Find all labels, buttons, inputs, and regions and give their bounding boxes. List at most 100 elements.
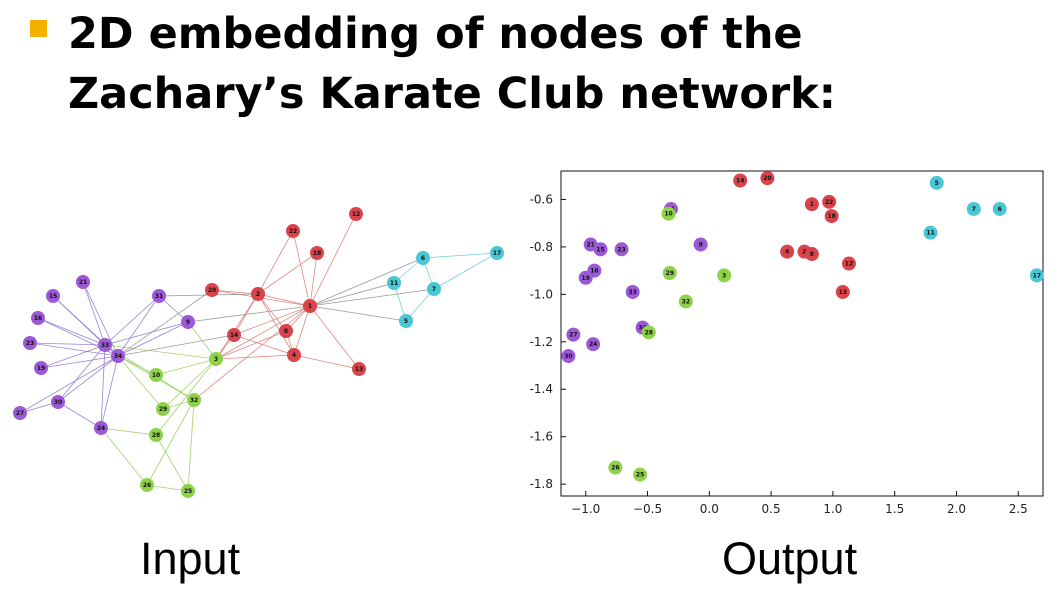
network-node-7 bbox=[427, 282, 441, 296]
network-edge bbox=[309, 288, 435, 307]
scatter-point-7 bbox=[966, 201, 981, 216]
scatter-point-label: 15 bbox=[596, 246, 604, 253]
scatter-point-20 bbox=[760, 171, 775, 186]
y-tick-label: -1.8 bbox=[530, 477, 553, 491]
scatter-point-label: 7 bbox=[972, 206, 976, 213]
network-node-label: 20 bbox=[208, 287, 216, 294]
network-node-29 bbox=[156, 402, 170, 416]
network-edge bbox=[422, 252, 498, 259]
network-edge bbox=[104, 321, 189, 346]
network-edge bbox=[19, 355, 119, 414]
output-label: Output bbox=[722, 533, 858, 584]
scatter-point-label: 25 bbox=[636, 472, 644, 479]
network-node-label: 17 bbox=[493, 250, 501, 257]
network-edge bbox=[100, 427, 157, 436]
network-edge bbox=[155, 434, 189, 492]
network-edge bbox=[257, 293, 287, 332]
network-node-30 bbox=[51, 395, 65, 409]
network-edge bbox=[233, 293, 259, 336]
scatter-point-29 bbox=[662, 266, 677, 281]
scatter-point-label: 17 bbox=[1033, 272, 1041, 279]
network-edge bbox=[29, 342, 106, 346]
network-node-5 bbox=[399, 314, 413, 328]
network-node-label: 2 bbox=[256, 291, 260, 298]
network-edge bbox=[117, 295, 160, 357]
scatter-point-label: 23 bbox=[617, 246, 625, 253]
network-edge bbox=[57, 401, 102, 429]
network-node-label: 33 bbox=[101, 342, 109, 349]
network-edge bbox=[193, 305, 311, 401]
network-edge bbox=[309, 305, 360, 370]
x-tick-label: 2.5 bbox=[1009, 502, 1028, 516]
scatter-point-label: 34 bbox=[638, 325, 646, 332]
network-edge bbox=[117, 355, 164, 410]
network-node-label: 11 bbox=[390, 280, 398, 287]
network-edge bbox=[257, 293, 311, 307]
network-node-6 bbox=[416, 251, 430, 265]
network-edge bbox=[37, 317, 106, 346]
scatter-point-label: 13 bbox=[839, 289, 847, 296]
network-node-label: 23 bbox=[26, 340, 34, 347]
network-edge bbox=[257, 252, 318, 295]
network-node-2 bbox=[251, 287, 265, 301]
y-tick-label: -1.6 bbox=[530, 430, 553, 444]
network-node-24 bbox=[94, 421, 108, 435]
network-edge bbox=[117, 355, 157, 376]
scatter-point-label: 32 bbox=[682, 298, 690, 305]
network-node-label: 9 bbox=[186, 319, 190, 326]
network-node-label: 4 bbox=[292, 352, 296, 359]
network-edge bbox=[100, 427, 148, 486]
network-node-4 bbox=[287, 348, 301, 362]
network-node-label: 8 bbox=[284, 328, 288, 335]
scatter-point-25 bbox=[633, 467, 648, 482]
network-edge bbox=[40, 355, 119, 369]
network-node-label: 34 bbox=[114, 353, 122, 360]
scatter-point-26 bbox=[608, 460, 623, 475]
network-edge bbox=[57, 355, 119, 403]
scatter-point-label: 30 bbox=[564, 353, 572, 360]
scatter-point-8 bbox=[804, 247, 819, 262]
scatter-point-6 bbox=[992, 201, 1007, 216]
network-edge bbox=[187, 305, 311, 323]
network-node-label: 14 bbox=[230, 332, 238, 339]
scatter-point-label: 9 bbox=[699, 242, 703, 249]
network-node-11 bbox=[387, 276, 401, 290]
network-edge bbox=[309, 305, 407, 322]
scatter-point-label: 5 bbox=[935, 180, 939, 187]
scatter-point-11 bbox=[923, 225, 938, 240]
scatter-point-17 bbox=[1029, 268, 1044, 283]
scatter-point-label: 22 bbox=[825, 199, 833, 206]
scatter-point-label: 19 bbox=[582, 275, 590, 282]
network-node-22 bbox=[286, 224, 300, 238]
scatter-point-label: 11 bbox=[926, 230, 934, 237]
x-tick-label: −0.5 bbox=[633, 502, 662, 516]
network-node-label: 19 bbox=[37, 365, 45, 372]
scatter-point-label: 33 bbox=[629, 289, 637, 296]
network-node-label: 25 bbox=[184, 488, 192, 495]
y-tick-label: -1.4 bbox=[530, 382, 553, 396]
x-tick-label: 1.5 bbox=[885, 502, 904, 516]
network-edge bbox=[293, 354, 360, 370]
network-edge bbox=[215, 330, 287, 360]
network-edge bbox=[117, 334, 235, 357]
network-node-label: 32 bbox=[190, 397, 198, 404]
scatter-point-label: 16 bbox=[590, 268, 598, 275]
network-node-18 bbox=[310, 246, 324, 260]
network-edge bbox=[117, 289, 213, 357]
network-node-26 bbox=[140, 478, 154, 492]
network-node-23 bbox=[23, 336, 37, 350]
y-tick-label: -1.0 bbox=[530, 287, 553, 301]
network-node-33 bbox=[98, 338, 112, 352]
network-node-label: 1 bbox=[308, 303, 312, 310]
slide-title: 2D embedding of nodes of the Zachary’s K… bbox=[68, 9, 836, 119]
network-node-label: 13 bbox=[355, 366, 363, 373]
x-tick-label: 0.5 bbox=[762, 502, 781, 516]
network-edge bbox=[215, 354, 295, 360]
network-node-10 bbox=[149, 368, 163, 382]
scatter-point-23 bbox=[614, 242, 629, 257]
network-node-label: 12 bbox=[352, 211, 360, 218]
network-node-15 bbox=[46, 289, 60, 303]
network-edge bbox=[293, 305, 311, 356]
scatter-point-33 bbox=[625, 284, 640, 299]
